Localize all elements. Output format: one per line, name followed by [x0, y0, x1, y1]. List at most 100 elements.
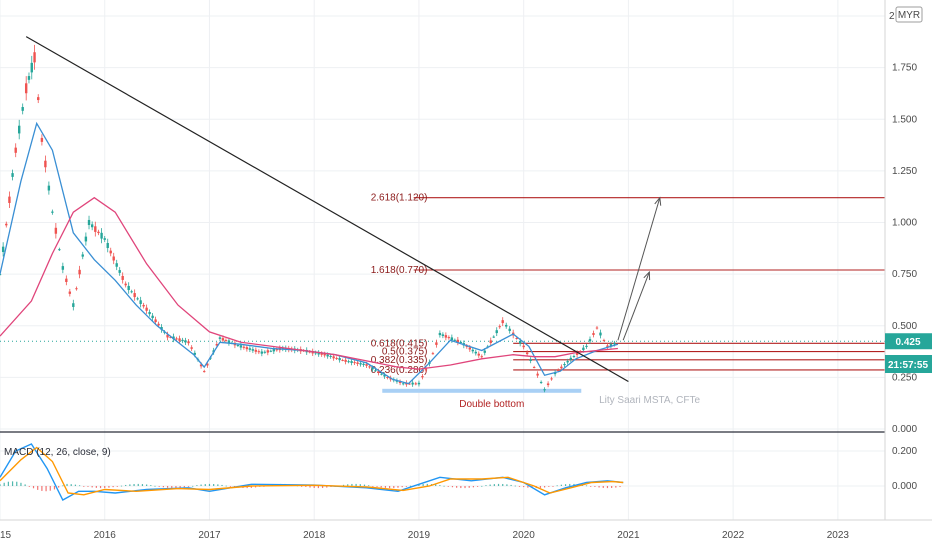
- candle-body: [585, 345, 588, 347]
- candle-body: [221, 338, 225, 341]
- candle-body: [371, 367, 374, 370]
- candle-body: [239, 345, 243, 348]
- candle-body: [11, 173, 14, 177]
- price-tick-label: 0.250: [892, 372, 917, 383]
- candle-body: [492, 336, 495, 338]
- candle-body: [572, 355, 576, 357]
- time-tick-label: 2019: [408, 530, 431, 541]
- macd-histogram-bar: [24, 484, 26, 486]
- fib-level-label: 0.618(0.415): [371, 338, 428, 349]
- candle-body: [602, 340, 606, 342]
- candle-body: [441, 334, 445, 336]
- fib-level-label: 0.5(0.375): [382, 347, 428, 358]
- candle-body: [529, 359, 532, 361]
- candle-body: [522, 345, 525, 348]
- ma-slow-line: [0, 196, 618, 370]
- candle-body: [489, 340, 492, 343]
- candle-body: [227, 340, 231, 343]
- candle-body: [332, 356, 335, 359]
- macd-histogram-bar: [527, 486, 529, 488]
- candle-body: [365, 364, 368, 366]
- candle-body: [24, 83, 28, 94]
- candle-body: [139, 300, 142, 304]
- candle-body: [21, 107, 24, 111]
- candle-body: [115, 263, 118, 267]
- macd-histogram-bar: [564, 484, 567, 486]
- candle-body: [575, 352, 579, 355]
- macd-histogram-bar: [514, 485, 516, 487]
- candle-body: [175, 338, 178, 340]
- fib-level-label: 0.382(0.335): [371, 355, 428, 366]
- candle-body: [112, 256, 115, 261]
- candle-body: [121, 275, 124, 280]
- macd-histogram-bar: [225, 485, 227, 487]
- macd-histogram-bar: [476, 486, 479, 487]
- candle-body: [97, 231, 100, 234]
- candle-body: [103, 238, 106, 240]
- time-tick-label: 2018: [303, 530, 326, 541]
- macd-histogram-bar: [200, 484, 202, 486]
- macd-histogram-bar: [141, 484, 144, 486]
- macd-histogram-bar: [150, 485, 152, 486]
- macd-histogram-bar: [16, 481, 18, 486]
- candle-body: [154, 319, 157, 323]
- candle-body: [505, 324, 508, 327]
- macd-histogram-bar: [37, 486, 39, 490]
- price-tick-label: 1.000: [892, 218, 917, 229]
- candle-body: [94, 226, 97, 232]
- projection-arrow-head: [643, 270, 651, 281]
- currency-badge[interactable]: [895, 6, 923, 23]
- macd-histogram-bar: [196, 485, 198, 486]
- macd-histogram-bar: [611, 486, 613, 488]
- macd-line: [0, 446, 624, 496]
- candle-body: [613, 342, 616, 345]
- candle-body: [525, 352, 529, 355]
- macd-histogram-bar: [468, 486, 470, 488]
- macd-histogram-bar: [91, 486, 93, 488]
- macd-histogram-bar: [368, 485, 370, 487]
- candle-body: [501, 320, 504, 324]
- macd-title: MACD (12, 26, close, 9): [4, 447, 111, 458]
- candle-body: [546, 383, 550, 386]
- candle-body: [133, 293, 136, 298]
- macd-histogram-bar: [104, 486, 106, 489]
- candle-body: [136, 298, 139, 300]
- macd-histogram-bar: [435, 484, 437, 486]
- macd-histogram-bar: [380, 486, 382, 488]
- candle-body: [477, 353, 480, 356]
- candle-body: [566, 360, 569, 363]
- candle-body: [508, 328, 511, 332]
- macd-histogram-bar: [606, 486, 609, 489]
- candle-body: [308, 351, 311, 353]
- macd-histogram-bar: [32, 486, 35, 489]
- candle-body: [109, 250, 112, 254]
- macd-histogram-bar: [171, 486, 173, 489]
- macd-histogram-bar: [493, 484, 495, 486]
- macd-histogram-bar: [66, 483, 68, 486]
- double-bottom-band: [382, 388, 582, 393]
- candle-body: [335, 357, 338, 359]
- candle-body: [329, 355, 332, 357]
- candle-body: [368, 366, 371, 368]
- candle-body: [431, 353, 435, 355]
- macd-histogram-bar: [116, 486, 118, 487]
- price-tick-label: 1.250: [892, 166, 917, 177]
- macd-histogram-bar: [351, 483, 353, 486]
- macd-histogram-bar: [78, 485, 81, 487]
- macd-histogram-bar: [305, 486, 307, 487]
- macd-histogram-bar: [497, 483, 500, 486]
- candle-body: [356, 362, 359, 364]
- double-bottom-band: [382, 388, 582, 393]
- macd-histogram-bar: [179, 486, 181, 488]
- macd-histogram-bar: [552, 486, 554, 487]
- macd-histogram-bar: [87, 486, 89, 487]
- projection-arrow-shaft: [617, 197, 661, 341]
- trendline: [25, 36, 629, 383]
- candle-body: [398, 381, 402, 384]
- candle-body: [550, 378, 553, 380]
- candle-body: [215, 344, 218, 346]
- time-tick-label: 2016: [94, 530, 117, 541]
- candle-body: [187, 341, 190, 344]
- candle-body: [151, 315, 154, 319]
